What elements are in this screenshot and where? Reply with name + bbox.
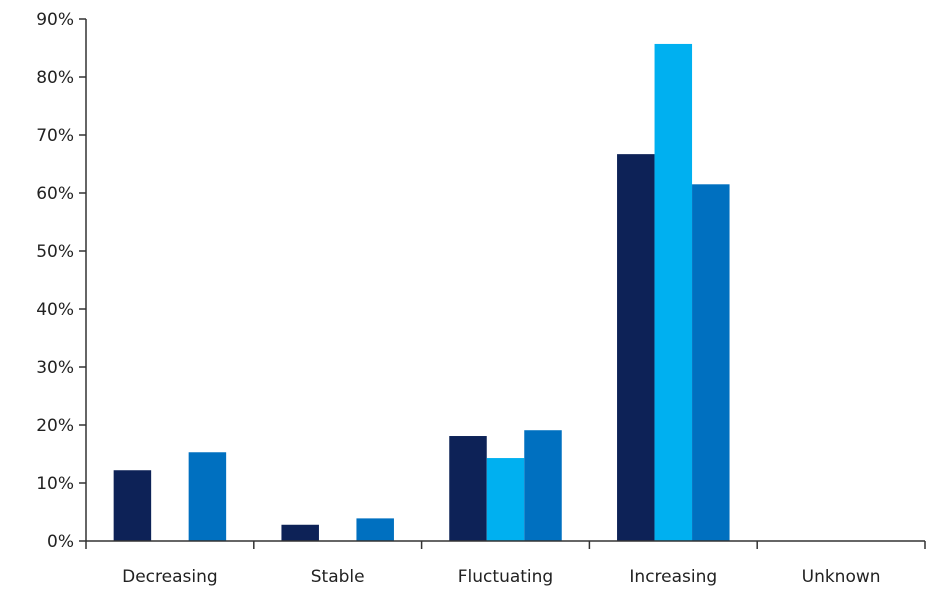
y-axis: 0% 10% 20% 30% 40% 50% 60% 70% 80% 90% (36, 10, 87, 552)
y-tick-label: 40% (36, 300, 74, 320)
bar-3-fluctuating (524, 430, 562, 541)
y-tick-label: 10% (36, 474, 74, 494)
x-category-label: Decreasing (122, 567, 218, 587)
bar-2-fluctuating (486, 458, 525, 541)
bar-1-fluctuating (449, 436, 487, 541)
bar-1-stable (281, 524, 319, 541)
x-category-label: Unknown (802, 567, 881, 587)
y-tick-label: 0% (47, 532, 74, 552)
bar-1-increasing (617, 154, 655, 541)
y-tick-label: 80% (36, 68, 74, 88)
x-axis: Decreasing Stable Fluctuating Increasing Unk… (85, 540, 926, 587)
y-tick-label: 20% (36, 416, 74, 436)
bar-2-increasing (654, 43, 693, 541)
bar-1-decreasing (113, 470, 152, 541)
y-tick-label: 60% (36, 184, 74, 204)
bar-3-decreasing (188, 452, 227, 541)
bar-3-stable (356, 518, 394, 541)
x-category-label: Fluctuating (458, 567, 553, 587)
x-category-label: Increasing (629, 567, 717, 587)
x-category-label: Stable (311, 567, 365, 587)
y-tick-label: 70% (36, 126, 74, 146)
y-tick-label: 50% (36, 242, 74, 262)
y-tick-label: 30% (36, 358, 74, 378)
bars-group (113, 43, 730, 542)
bar-3-increasing (692, 184, 730, 542)
y-tick-label: 90% (36, 10, 74, 30)
